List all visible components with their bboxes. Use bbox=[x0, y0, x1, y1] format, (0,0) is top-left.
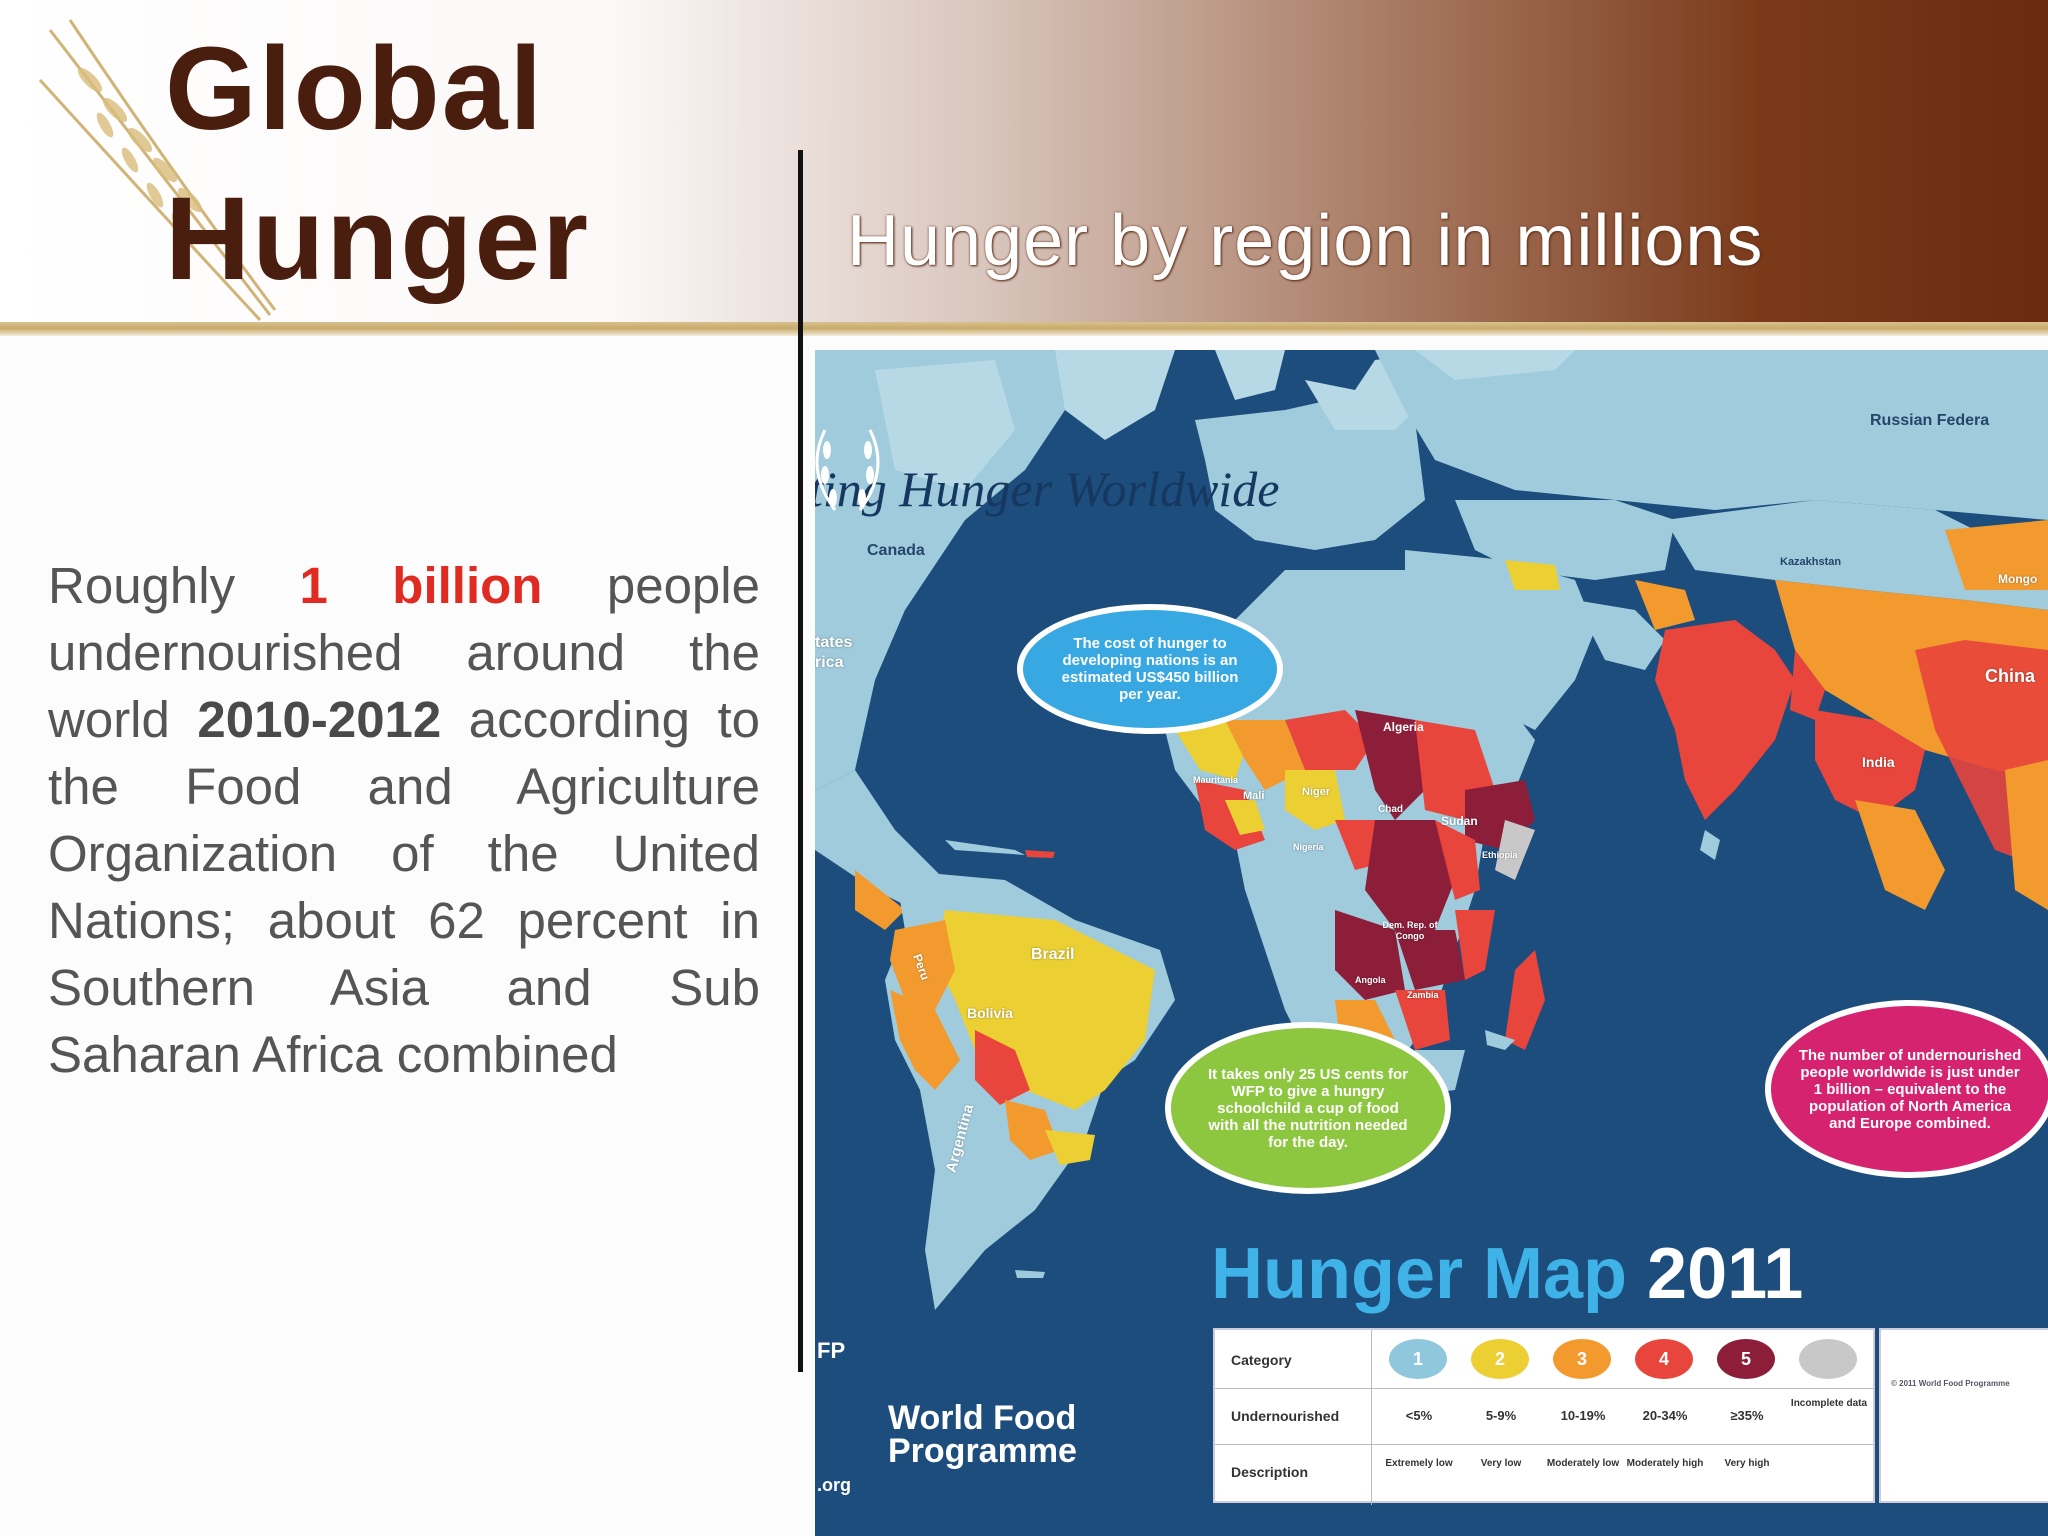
hunger-map-image: ting Hunger Worldwide Canada tates rica … bbox=[815, 350, 2048, 1536]
map-title-text: Hunger Map bbox=[1211, 1234, 1628, 1314]
label-niger: Niger bbox=[1302, 786, 1331, 798]
vertical-divider bbox=[798, 150, 803, 1372]
year-range: 2010-2012 bbox=[197, 691, 442, 748]
label-bolivia: Bolivia bbox=[967, 1005, 1013, 1021]
header-rule bbox=[0, 322, 2048, 336]
label-ethiopia: Ethiopia bbox=[1482, 850, 1518, 860]
body-text-1: Roughly bbox=[48, 557, 300, 614]
label-zambia: Zambia bbox=[1407, 990, 1439, 1000]
source-heading: © 2011 World Food Programme bbox=[1891, 1379, 2010, 1388]
wheat-icon bbox=[38, 19, 277, 322]
subtitle: Hunger by region in millions bbox=[847, 201, 1764, 281]
label-india: India bbox=[1862, 754, 1895, 770]
legend-rule-2 bbox=[1215, 1444, 1873, 1445]
body-text-3: according to the Food and Agriculture Or… bbox=[48, 691, 760, 1083]
legend-range-6: Incomplete data bbox=[1790, 1398, 1868, 1409]
wfp-org: .org bbox=[817, 1475, 851, 1495]
legend-swatch-6 bbox=[1799, 1339, 1857, 1379]
wfp-wreath-icon bbox=[815, 429, 880, 511]
label-china: China bbox=[1985, 666, 2036, 686]
label-drc: Dem. Rep. of Congo bbox=[1382, 920, 1438, 941]
legend-desc-3: Moderately low bbox=[1546, 1458, 1620, 1469]
label-angola: Angola bbox=[1355, 975, 1386, 985]
body-text-2: people undernourished around the world bbox=[48, 557, 760, 748]
label-nigeria: Nigeria bbox=[1293, 842, 1324, 852]
wfp-name: World Food Programme bbox=[888, 1399, 1077, 1470]
highlight-figure: 1 billion bbox=[299, 557, 543, 614]
wfp-abbr: FP bbox=[817, 1338, 846, 1363]
label-brazil: Brazil bbox=[1031, 946, 1075, 963]
body-text: Roughly 1 billion people undernourished … bbox=[48, 552, 760, 1088]
callout-undernourished-number: The number of undernourished people worl… bbox=[1765, 1000, 2048, 1178]
label-mali: Mali bbox=[1243, 790, 1265, 802]
label-kazakhstan: Kazakhstan bbox=[1780, 556, 1842, 568]
legend-range-1: <5% bbox=[1405, 1408, 1433, 1423]
label-algeria: Algeria bbox=[1383, 720, 1424, 734]
map-legend: Category Undernourished Description 1 <5%… bbox=[1213, 1328, 1875, 1505]
title-line-2: Hunger bbox=[165, 173, 590, 305]
legend-desc-5: Very high bbox=[1724, 1458, 1770, 1469]
map-heading: ting Hunger Worldwide bbox=[815, 461, 1280, 517]
legend-swatch-3: 3 bbox=[1553, 1339, 1611, 1379]
legend-range-5: ≥35% bbox=[1730, 1408, 1764, 1423]
legend-row-description: Description bbox=[1231, 1464, 1309, 1480]
map-title-year: 2011 bbox=[1647, 1234, 1804, 1314]
title-line-1: Global bbox=[165, 23, 545, 155]
label-states: tates bbox=[815, 634, 853, 651]
slide-header bbox=[0, 0, 2048, 330]
legend-swatch-5: 5 bbox=[1717, 1339, 1775, 1379]
legend-swatch-4: 4 bbox=[1635, 1339, 1693, 1379]
legend-desc-4: Moderately high bbox=[1626, 1458, 1704, 1469]
legend-row-category: Category bbox=[1231, 1352, 1292, 1368]
legend-desc-1: Extremely low bbox=[1385, 1458, 1453, 1469]
label-chad: Chad bbox=[1378, 804, 1403, 815]
label-mongolia: Mongo bbox=[1998, 572, 2038, 586]
label-mauritania: Mauritania bbox=[1193, 775, 1239, 785]
legend-range-4: 20-34% bbox=[1642, 1408, 1688, 1423]
label-canada: Canada bbox=[867, 542, 925, 559]
label-rica: rica bbox=[815, 654, 844, 671]
legend-range-2: 5-9% bbox=[1485, 1408, 1517, 1423]
callout-school-meal: It takes only 25 US cents for WFP to giv… bbox=[1165, 1022, 1451, 1194]
label-russia: Russian Federa bbox=[1870, 412, 1990, 429]
map-title: Hunger Map 2011 bbox=[1211, 1238, 1803, 1310]
source-notes: © 2011 World Food Programme bbox=[1879, 1328, 2048, 1503]
legend-col-rule bbox=[1371, 1330, 1372, 1505]
legend-rule-1 bbox=[1215, 1388, 1873, 1389]
legend-row-undernourished: Undernourished bbox=[1231, 1408, 1340, 1424]
legend-swatch-2: 2 bbox=[1471, 1339, 1529, 1379]
callout-cost-of-hunger: The cost of hunger to developing nations… bbox=[1017, 604, 1283, 734]
legend-range-3: 10-19% bbox=[1560, 1408, 1606, 1423]
legend-desc-2: Very low bbox=[1480, 1458, 1522, 1469]
label-sudan: Sudan bbox=[1441, 814, 1478, 828]
legend-swatch-1: 1 bbox=[1389, 1339, 1447, 1379]
